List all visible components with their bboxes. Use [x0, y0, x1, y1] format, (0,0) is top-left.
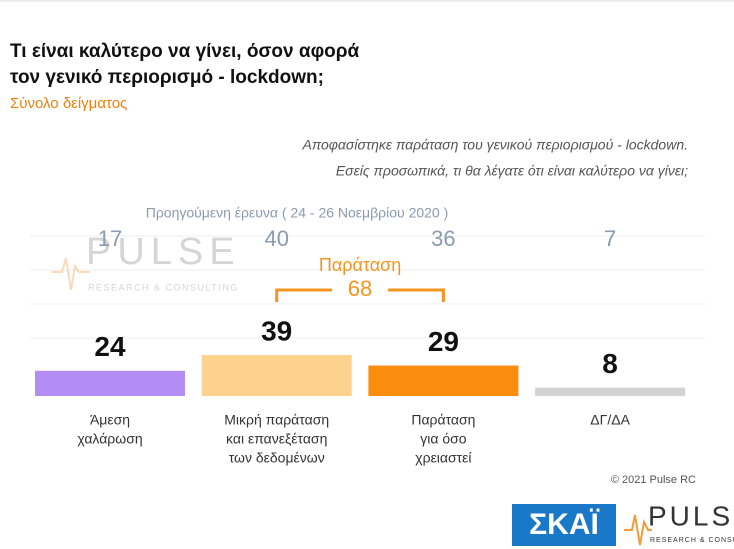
- value-label: 29: [428, 326, 459, 357]
- value-label: 24: [94, 331, 126, 362]
- category-label: ΔΓ/ΔΑ: [590, 412, 630, 428]
- pulse-logo-tagline: RESEARCH & CONSULTING: [650, 537, 734, 544]
- annotation-value: 68: [348, 276, 372, 301]
- annotation-bracket: [275, 288, 445, 302]
- watermark-pulse-icon: [52, 257, 90, 291]
- category-label: των δεδομένων: [229, 450, 325, 466]
- pulse-logo-icon: [624, 514, 652, 546]
- category-label: χαλάρωση: [77, 431, 142, 447]
- previous-value: 40: [264, 226, 288, 251]
- question: Αποφασίστηκε παράταση του γενικού περιορ…: [301, 137, 688, 153]
- category-label: Άμεση: [90, 412, 130, 428]
- copyright: © 2021 Pulse RC: [611, 474, 696, 486]
- previous-value: 36: [431, 226, 455, 251]
- category-label: και επανεξέταση: [226, 431, 327, 447]
- bar: [368, 365, 519, 396]
- bar: [35, 370, 185, 396]
- previous-value: 7: [604, 226, 616, 251]
- value-label: 39: [261, 315, 292, 346]
- watermark: PULSE RESEARCH & CONSULTING: [52, 231, 241, 292]
- skai-logo: ΣΚΑΪ: [529, 508, 599, 541]
- title: Τι είναι καλύτερο να γίνει, όσον αφορά: [10, 41, 360, 62]
- category-label: Μικρή παράταση: [224, 412, 329, 428]
- pulse-logo: PULSE: [648, 500, 734, 531]
- annotation-label: Παράταση: [319, 255, 401, 275]
- category-label: Παράταση: [411, 412, 475, 428]
- previous-label: Προηγούμενη έρευνα ( 24 - 26 Νοεμβρίου 2…: [146, 205, 449, 221]
- subtitle: Σύνολο δείγματος: [10, 95, 127, 112]
- watermark-tagline: RESEARCH & CONSULTING: [88, 282, 239, 292]
- bar: [201, 355, 352, 396]
- watermark-text: PULSE: [86, 231, 241, 273]
- previous-value: 17: [98, 226, 122, 251]
- category-label: για όσο: [420, 431, 467, 447]
- bar: [535, 387, 686, 396]
- title: τον γενικό περιορισμό - lockdown;: [10, 67, 324, 88]
- category-label: χρειαστεί: [415, 450, 471, 466]
- value-label: 8: [602, 348, 618, 379]
- question: Εσείς προσωπικά, τι θα λέγατε ότι είναι …: [336, 163, 688, 179]
- skai-logo-bg: [512, 504, 616, 546]
